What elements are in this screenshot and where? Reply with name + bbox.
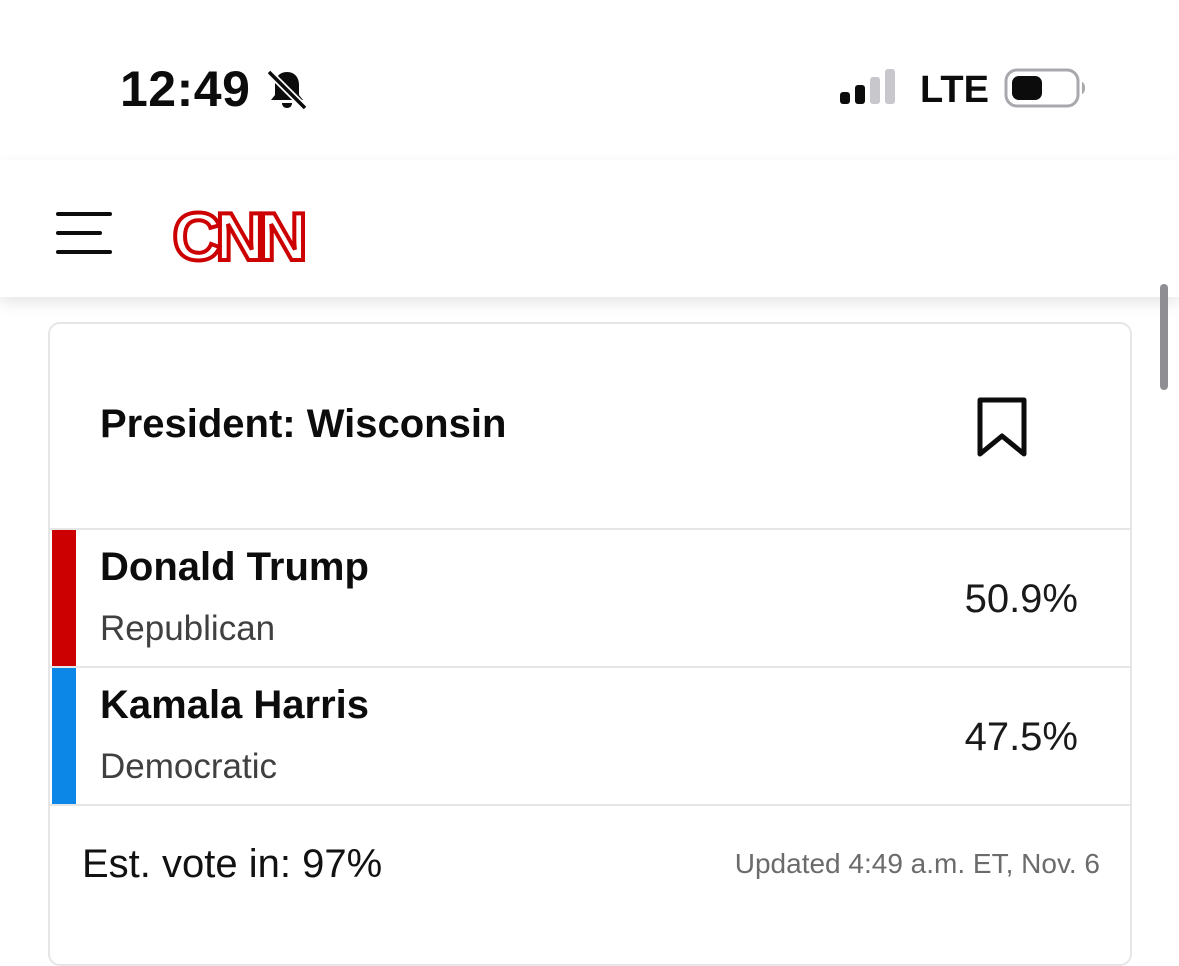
hamburger-menu-icon[interactable]	[56, 212, 112, 256]
page-scrollbar[interactable]	[1160, 284, 1168, 390]
bell-slash-icon	[266, 69, 308, 111]
status-time: 12:49	[120, 61, 251, 117]
network-type: LTE	[920, 69, 989, 111]
logo-text: CNN	[172, 204, 303, 270]
battery-icon	[1004, 68, 1085, 108]
status-bar: 12:49 LTE	[0, 0, 1179, 160]
cellular-signal-icon	[840, 69, 895, 104]
election-result-card: President: Wisconsin Donald Trump Republ…	[48, 322, 1132, 966]
party-color-bar	[52, 530, 76, 666]
party-color-bar	[52, 668, 76, 804]
candidate-party: Democratic	[100, 747, 277, 786]
candidate-percent: 50.9%	[964, 577, 1078, 621]
site-header: CNN	[0, 160, 1179, 297]
candidate-name: Kamala Harris	[100, 683, 370, 727]
race-title: President: Wisconsin	[100, 402, 507, 446]
candidate-row: Donald Trump Republican 50.9%	[50, 528, 1130, 666]
updated-timestamp: Updated 4:49 a.m. ET, Nov. 6	[734, 848, 1100, 879]
estimated-vote-in: Est. vote in: 97%	[82, 842, 383, 886]
candidate-percent: 47.5%	[964, 715, 1078, 759]
bookmark-icon[interactable]	[976, 396, 1028, 458]
candidate-party: Republican	[100, 609, 276, 648]
candidate-row: Kamala Harris Democratic 47.5%	[50, 666, 1130, 806]
candidate-name: Donald Trump	[100, 545, 369, 589]
cnn-logo[interactable]: CNN	[166, 204, 308, 270]
